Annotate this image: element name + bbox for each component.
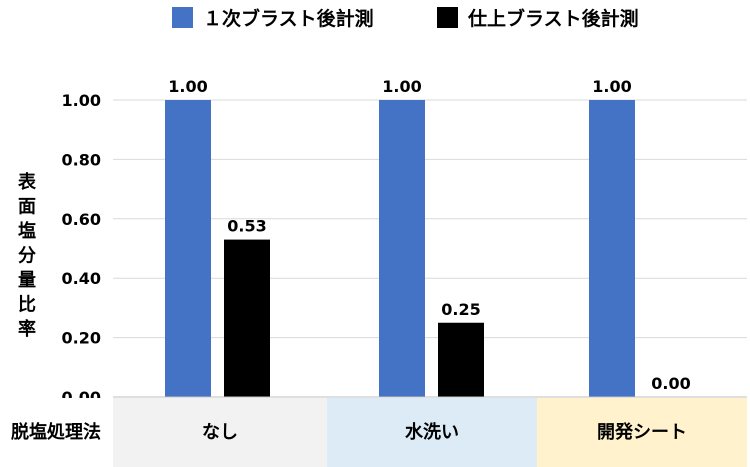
y-tick-label-3: 0.60: [62, 210, 101, 229]
legend: １次ブラスト後計測 仕上ブラスト後計測: [172, 7, 639, 30]
legend-swatch-2: [437, 7, 458, 28]
y-tick-label-4: 0.80: [62, 150, 101, 169]
legend-label-2: 仕上ブラスト後計測: [467, 7, 639, 30]
bar-s1-c2: [379, 100, 425, 397]
bar-s2-c1: [224, 239, 270, 397]
category-band-2: [327, 398, 537, 467]
bars: [165, 100, 635, 397]
y-tick-label-5: 1.00: [62, 91, 101, 110]
data-labels: 1.00 1.00 1.00 0.53 0.25 0.00: [168, 77, 690, 393]
category-band: [0, 398, 747, 467]
x-category-label-2: 水洗い: [405, 421, 459, 443]
y-tick-label-1: 0.20: [62, 329, 101, 348]
data-label-s1-c2: 1.00: [382, 77, 421, 96]
x-axis-title: 脱塩処理法: [11, 421, 101, 443]
data-label-s1-c3: 1.00: [592, 77, 631, 96]
y-axis: 0.000.200.400.600.801.00: [62, 91, 101, 407]
y-axis-label: 表面塩分量比率: [18, 171, 37, 340]
category-band-3: [537, 398, 747, 467]
data-label-s2-c2: 0.25: [441, 300, 480, 319]
legend-label-1: １次ブラスト後計測: [203, 7, 374, 30]
x-category-label-1: なし: [202, 422, 238, 443]
x-category-label-3: 開発シート: [597, 421, 687, 443]
bar-s1-c1: [165, 100, 211, 397]
category-band-1: [113, 398, 327, 467]
y-tick-label-2: 0.40: [62, 269, 101, 288]
x-axis: なし 水洗い 開発シート 脱塩処理法: [11, 396, 747, 443]
legend-swatch-1: [172, 7, 193, 28]
row-label-cell: [0, 398, 113, 467]
y-axis-title: 表面塩分量比率: [18, 171, 37, 340]
data-label-s2-c3: 0.00: [651, 374, 690, 393]
data-label-s1-c1: 1.00: [168, 77, 207, 96]
bar-s2-c2: [438, 322, 484, 397]
data-label-s2-c1: 0.53: [227, 217, 266, 236]
bar-s1-c3: [589, 100, 635, 397]
